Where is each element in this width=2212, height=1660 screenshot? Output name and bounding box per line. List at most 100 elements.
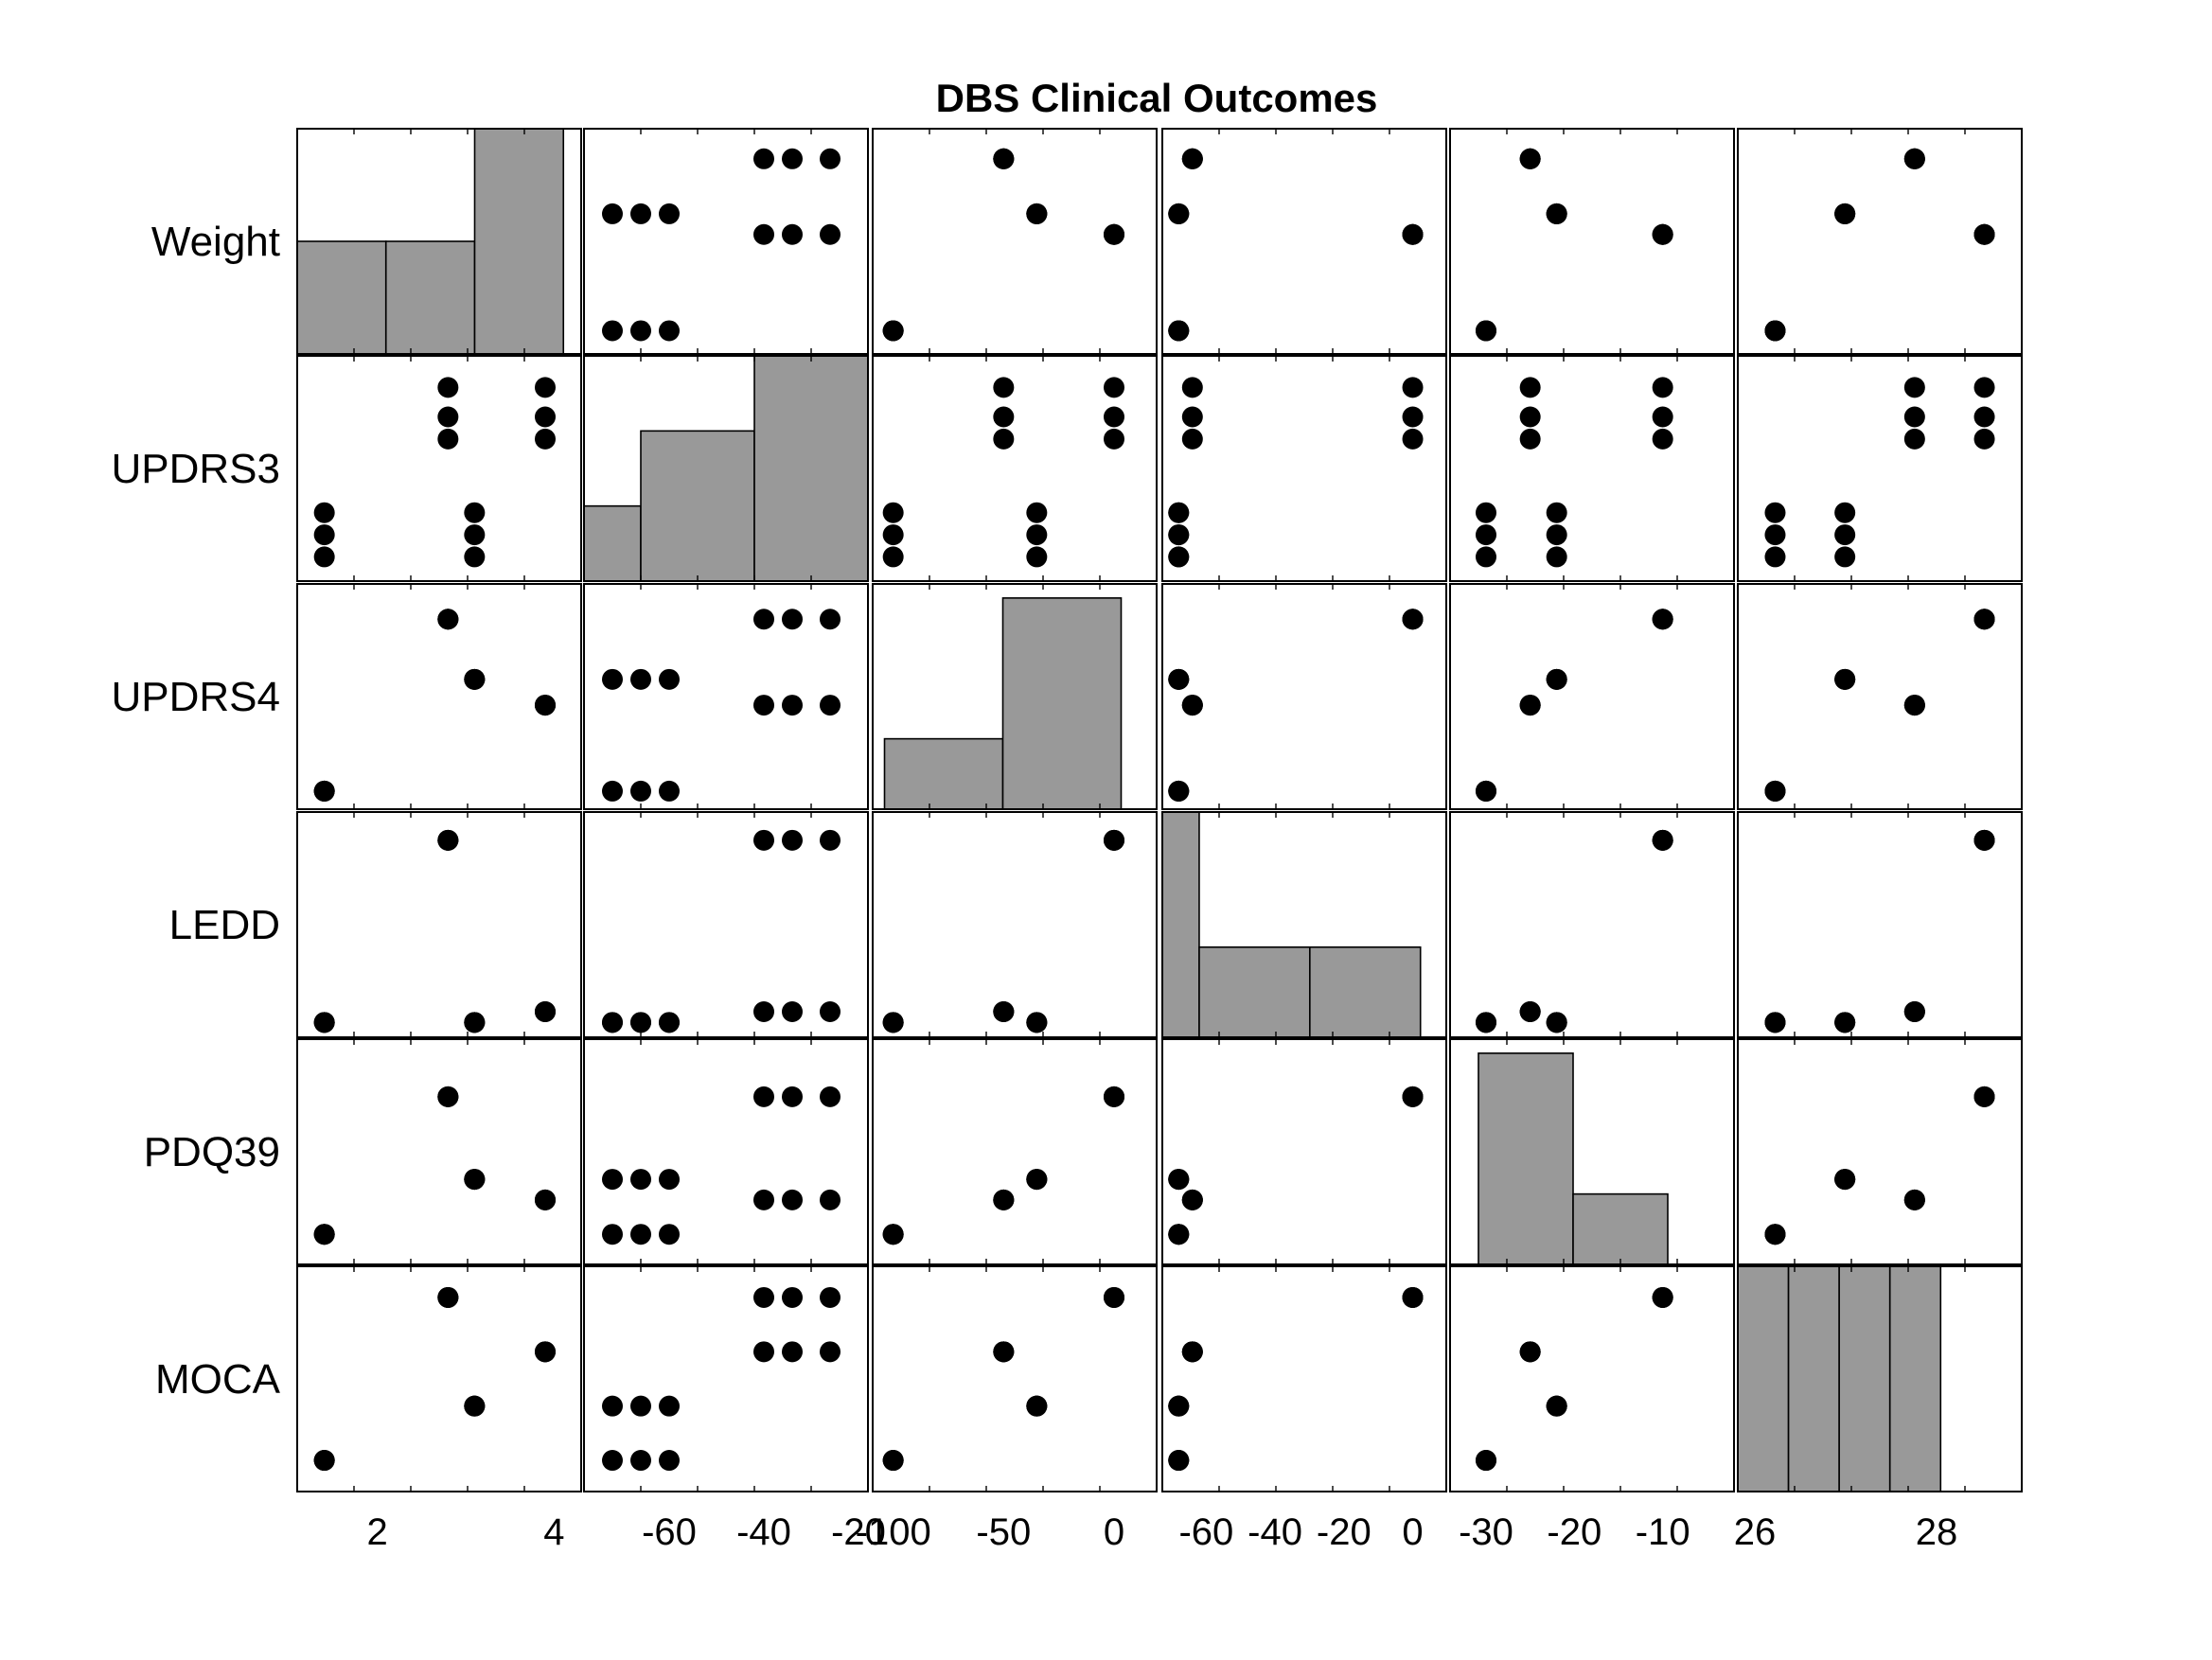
panel-pdq39-vs-moca <box>1737 1038 2023 1265</box>
panel-pdq39-vs-updrs3 <box>583 1038 869 1265</box>
point-weight-pdq39-11 <box>1519 148 1541 169</box>
point-moca-updrs4-2 <box>882 1450 904 1472</box>
point-updrs3-updrs4-10 <box>993 406 1015 428</box>
point-weight-ledd-11 <box>1181 148 1203 169</box>
panel-frame <box>1449 811 1735 1038</box>
point-updrs3-updrs4-2 <box>882 502 904 523</box>
row-label-moca: MOCA <box>155 1356 281 1403</box>
point-pdq39-updrs3-4 <box>782 1086 803 1107</box>
panel-updrs3-vs-moca <box>1737 355 2023 582</box>
panel-ledd-vs-moca <box>1737 811 2023 1038</box>
point-ledd-pdq39-8 <box>1546 1012 1567 1033</box>
point-weight-moca-11 <box>1903 148 1925 169</box>
x-tick-label-updrs4-1: -50 <box>976 1511 1031 1553</box>
panel-weight-vs-pdq39 <box>1449 128 1735 355</box>
point-updrs3-weight-7 <box>464 524 486 546</box>
hist-bar-ledd-1 <box>1198 945 1311 1038</box>
hist-bar-updrs4-1 <box>1001 597 1123 810</box>
panel-frame <box>1737 1265 2023 1492</box>
point-moca-pdq39-11 <box>1519 1341 1541 1363</box>
x-tick-label-updrs4-2: 0 <box>1104 1511 1124 1553</box>
point-pdq39-weight-8 <box>464 1169 486 1191</box>
panel-frame <box>296 128 582 355</box>
point-updrs4-updrs3-9 <box>753 695 774 716</box>
point-updrs3-moca-0 <box>1764 546 1786 568</box>
point-pdq39-moca-8 <box>1834 1169 1856 1191</box>
point-updrs4-moca-11 <box>1903 695 1925 716</box>
point-ledd-updrs3-3 <box>753 829 774 851</box>
point-updrs3-updrs4-6 <box>1026 546 1048 568</box>
panel-frame <box>583 583 869 810</box>
point-updrs3-ledd-11 <box>1181 377 1203 398</box>
point-updrs3-pdq39-11 <box>1519 377 1541 398</box>
point-updrs4-moca-5 <box>1973 609 1995 630</box>
point-pdq39-moca-11 <box>1903 1189 1925 1210</box>
x-tick-label-pdq39-0: -30 <box>1459 1511 1513 1553</box>
point-moca-updrs3-6 <box>602 1395 623 1417</box>
panel-moca-vs-weight <box>296 1265 582 1492</box>
point-weight-updrs4-5 <box>1104 223 1124 245</box>
point-moca-updrs3-10 <box>782 1341 803 1363</box>
x-tick-label-ledd-0: -60 <box>1178 1511 1233 1553</box>
point-pdq39-updrs4-11 <box>993 1189 1015 1210</box>
point-pdq39-updrs3-1 <box>630 1224 651 1245</box>
x-tick-label-ledd-1: -40 <box>1248 1511 1302 1553</box>
point-updrs3-pdq39-5 <box>1652 377 1673 398</box>
panel-updrs3-vs-weight <box>296 355 582 582</box>
point-updrs3-updrs4-9 <box>993 428 1015 450</box>
point-updrs3-moca-6 <box>1834 546 1856 568</box>
panel-frame <box>872 355 1158 582</box>
point-pdq39-updrs3-3 <box>753 1086 774 1107</box>
x-tick-label-pdq39-1: -20 <box>1547 1511 1601 1553</box>
point-updrs3-pdq39-2 <box>1476 502 1496 523</box>
point-updrs3-weight-6 <box>464 546 486 568</box>
point-ledd-weight-8 <box>464 1012 486 1033</box>
hist-bar-updrs3-0 <box>583 504 642 582</box>
point-moca-updrs3-3 <box>753 1286 774 1308</box>
point-updrs3-updrs4-7 <box>1026 524 1048 546</box>
row-label-weight: Weight <box>151 219 280 265</box>
panel-ledd-vs-updrs3 <box>583 811 869 1038</box>
hist-bar-moca-2 <box>1838 1265 1891 1492</box>
point-updrs3-weight-5 <box>437 377 459 398</box>
point-updrs3-weight-2 <box>313 502 335 523</box>
point-updrs4-pdq39-8 <box>1546 668 1567 690</box>
point-weight-ledd-2 <box>1168 320 1190 342</box>
point-updrs3-weight-10 <box>535 406 556 428</box>
panel-updrs4-vs-updrs3 <box>583 583 869 810</box>
panel-frame <box>296 1038 582 1265</box>
point-updrs4-ledd-11 <box>1181 695 1203 716</box>
point-updrs3-ledd-8 <box>1168 502 1190 523</box>
point-updrs3-ledd-6 <box>1168 546 1190 568</box>
point-updrs4-moca-2 <box>1764 780 1786 802</box>
point-ledd-weight-2 <box>313 1012 335 1033</box>
x-tick-label-ledd-2: -20 <box>1317 1511 1371 1553</box>
point-updrs4-ledd-2 <box>1168 780 1190 802</box>
panel-frame <box>296 583 582 810</box>
point-pdq39-updrs3-8 <box>659 1169 680 1191</box>
point-ledd-updrs3-11 <box>820 1001 841 1023</box>
point-ledd-updrs4-8 <box>1026 1012 1048 1033</box>
hist-bar-updrs4-0 <box>883 737 1004 810</box>
row-label-updrs3: UPDRS3 <box>112 446 281 492</box>
panel-frame <box>1449 583 1735 810</box>
x-tick-label-weight-1: 4 <box>543 1511 564 1553</box>
panel-frame <box>1161 1038 1447 1265</box>
point-updrs4-updrs3-1 <box>630 780 651 802</box>
point-pdq39-ledd-8 <box>1168 1169 1190 1191</box>
panel-weight-vs-updrs4 <box>872 128 1158 355</box>
point-updrs3-updrs4-0 <box>882 546 904 568</box>
point-moca-updrs3-4 <box>782 1286 803 1308</box>
point-ledd-updrs3-4 <box>782 829 803 851</box>
point-updrs4-weight-8 <box>464 668 486 690</box>
point-moca-ledd-8 <box>1168 1395 1190 1417</box>
panel-updrs4-vs-updrs4 <box>872 583 1158 810</box>
column-tick-labels: 2 4 -60 -40 -20-100 -50 0 -60 -40 -20 0 -30 -20 -10 26… <box>367 1511 1958 1553</box>
point-updrs3-moca-1 <box>1764 524 1786 546</box>
point-updrs3-pdq39-7 <box>1546 524 1567 546</box>
point-updrs3-weight-0 <box>313 546 335 568</box>
panel-moca-vs-updrs3 <box>583 1265 869 1492</box>
hist-bar-moca-0 <box>1737 1265 1790 1492</box>
hist-bar-pdq39-1 <box>1572 1192 1669 1265</box>
point-updrs3-updrs4-8 <box>1026 502 1048 523</box>
